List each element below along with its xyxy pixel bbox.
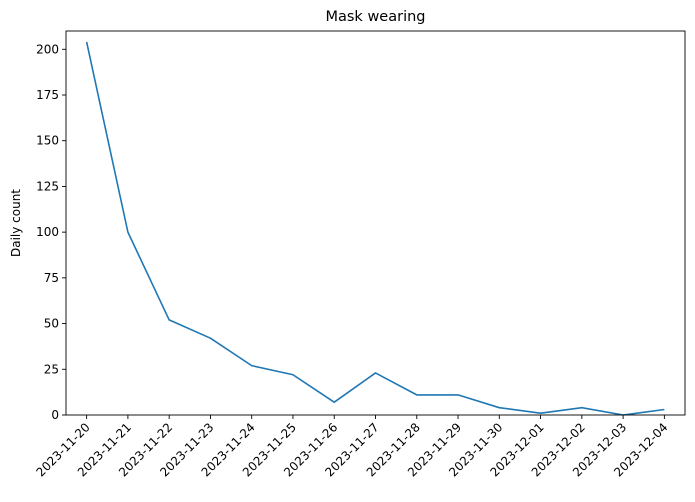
y-axis-label: Daily count xyxy=(9,189,23,257)
plot-frame xyxy=(65,30,686,416)
y-tick-label: 200 xyxy=(36,42,59,56)
chart-title: Mask wearing xyxy=(325,9,425,25)
y-axis: 0 25 50 75 100 125 150 175 200 xyxy=(36,42,66,422)
y-tick-label: 50 xyxy=(44,317,59,331)
y-tick-label: 100 xyxy=(36,225,59,239)
y-tick-label: 150 xyxy=(36,134,59,148)
y-tick-label: 25 xyxy=(44,362,59,376)
series-line-0 xyxy=(85,41,665,416)
x-axis: 2023-11-202023-11-212023-11-222023-11-23… xyxy=(34,415,670,479)
y-tick-label: 0 xyxy=(51,408,59,422)
y-tick-label: 175 xyxy=(36,88,59,102)
y-tick-label: 125 xyxy=(36,179,59,193)
y-tick-label: 75 xyxy=(44,271,59,285)
series-layer xyxy=(85,41,665,416)
